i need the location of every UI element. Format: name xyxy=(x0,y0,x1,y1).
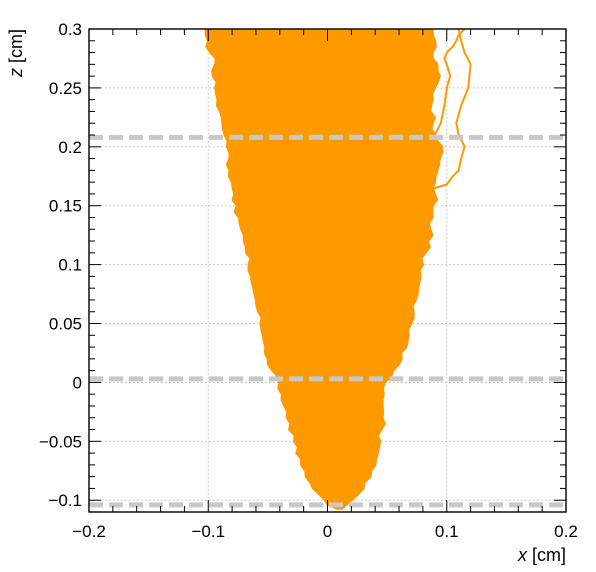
y-tick-label-5: 0.15 xyxy=(49,197,82,216)
x-tick-label-1: −0.1 xyxy=(191,522,225,541)
track-cloud xyxy=(204,29,472,510)
x-axis-unit: [cm] xyxy=(527,545,566,565)
track-envelope xyxy=(204,29,444,510)
y-axis-var: z xyxy=(6,68,26,78)
x-tick-label-3: 0.1 xyxy=(435,522,459,541)
axis-ticks xyxy=(88,28,567,513)
x-tick-label-4: 0.2 xyxy=(554,522,578,541)
y-axis-unit: [cm] xyxy=(6,29,26,68)
y-tick-label-6: 0.2 xyxy=(58,138,82,157)
y-tick-label-4: 0.1 xyxy=(58,256,82,275)
x-axis-var: x xyxy=(517,545,528,565)
y-tick-label-2: 0 xyxy=(73,373,82,392)
y-tick-label-7: 0.25 xyxy=(49,79,82,98)
y-tick-label-8: 0.3 xyxy=(58,20,82,39)
x-tick-label-0: −0.2 xyxy=(72,522,106,541)
stray-track-1 xyxy=(433,29,466,136)
y-tick-label-0: −0.1 xyxy=(48,491,82,510)
y-tick-labels: −0.1 −0.05 0 0.05 0.1 0.15 0.2 0.25 0.3 xyxy=(39,20,82,510)
x-tick-labels: −0.2 −0.1 0 0.1 0.2 xyxy=(72,522,578,541)
stray-track-0 xyxy=(415,29,472,230)
y-axis-title: z [cm] xyxy=(6,29,26,78)
x-axis-title: x [cm] xyxy=(517,545,566,565)
x-tick-label-2: 0 xyxy=(323,522,332,541)
y-tick-label-3: 0.05 xyxy=(49,315,82,334)
y-tick-label-1: −0.05 xyxy=(39,432,82,451)
